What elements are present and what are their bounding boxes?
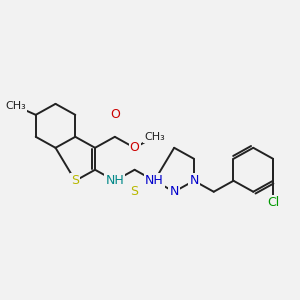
Text: N: N: [169, 185, 179, 198]
Text: Cl: Cl: [267, 196, 279, 209]
Text: CH₃: CH₃: [144, 132, 165, 142]
Text: N: N: [189, 174, 199, 187]
Text: CH₃: CH₃: [6, 101, 26, 111]
Text: S: S: [130, 185, 139, 198]
Text: S: S: [71, 174, 79, 187]
Text: O: O: [110, 108, 120, 121]
Text: O: O: [130, 141, 140, 154]
Text: NH: NH: [145, 174, 164, 187]
Text: NH: NH: [106, 174, 124, 187]
